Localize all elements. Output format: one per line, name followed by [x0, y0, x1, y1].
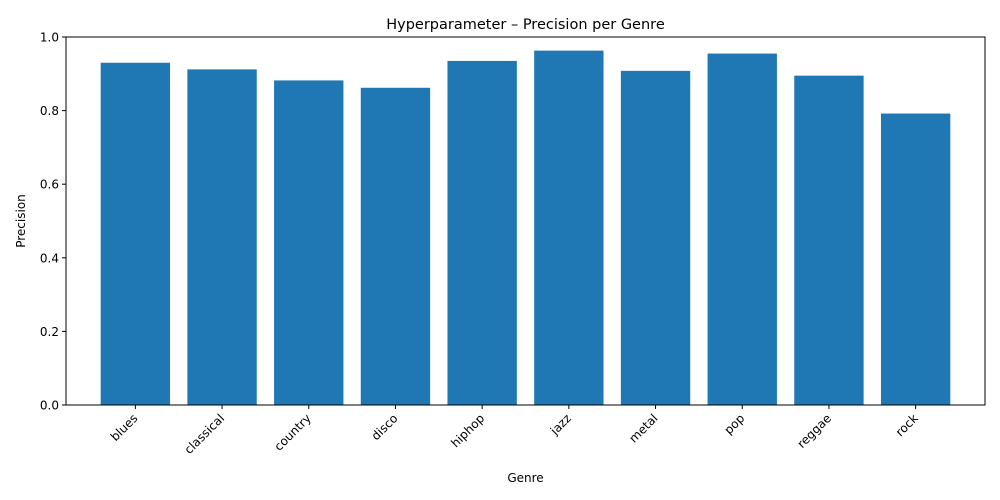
bar-rock — [880, 113, 951, 405]
y-axis-ticks: 0.0 0.2 0.4 0.6 0.8 1.0 — [40, 31, 66, 413]
bar-classical — [187, 69, 257, 405]
bar-reggae — [794, 75, 864, 405]
y-tick-label: 0.6 — [40, 178, 59, 192]
bar-hiphop — [447, 60, 517, 406]
y-tick-label: 0.8 — [40, 104, 59, 118]
y-tick-label: 1.0 — [40, 31, 59, 45]
bar-pop — [707, 53, 777, 406]
bars-group — [100, 50, 951, 406]
y-tick-label: 0.0 — [40, 399, 59, 413]
x-axis-label: Genre — [507, 471, 543, 485]
y-axis-label: Precision — [14, 194, 28, 248]
bar-blues — [100, 62, 171, 405]
bar-jazz — [534, 50, 604, 406]
bar-disco — [360, 87, 431, 405]
plot-area-frame — [65, 36, 986, 406]
y-tick-label: 0.2 — [40, 325, 59, 339]
y-tick-label: 0.4 — [40, 251, 59, 265]
bar-metal — [620, 70, 691, 405]
bar-country — [274, 80, 344, 405]
chart-title: Hyperparameter – Precision per Genre — [386, 17, 665, 33]
